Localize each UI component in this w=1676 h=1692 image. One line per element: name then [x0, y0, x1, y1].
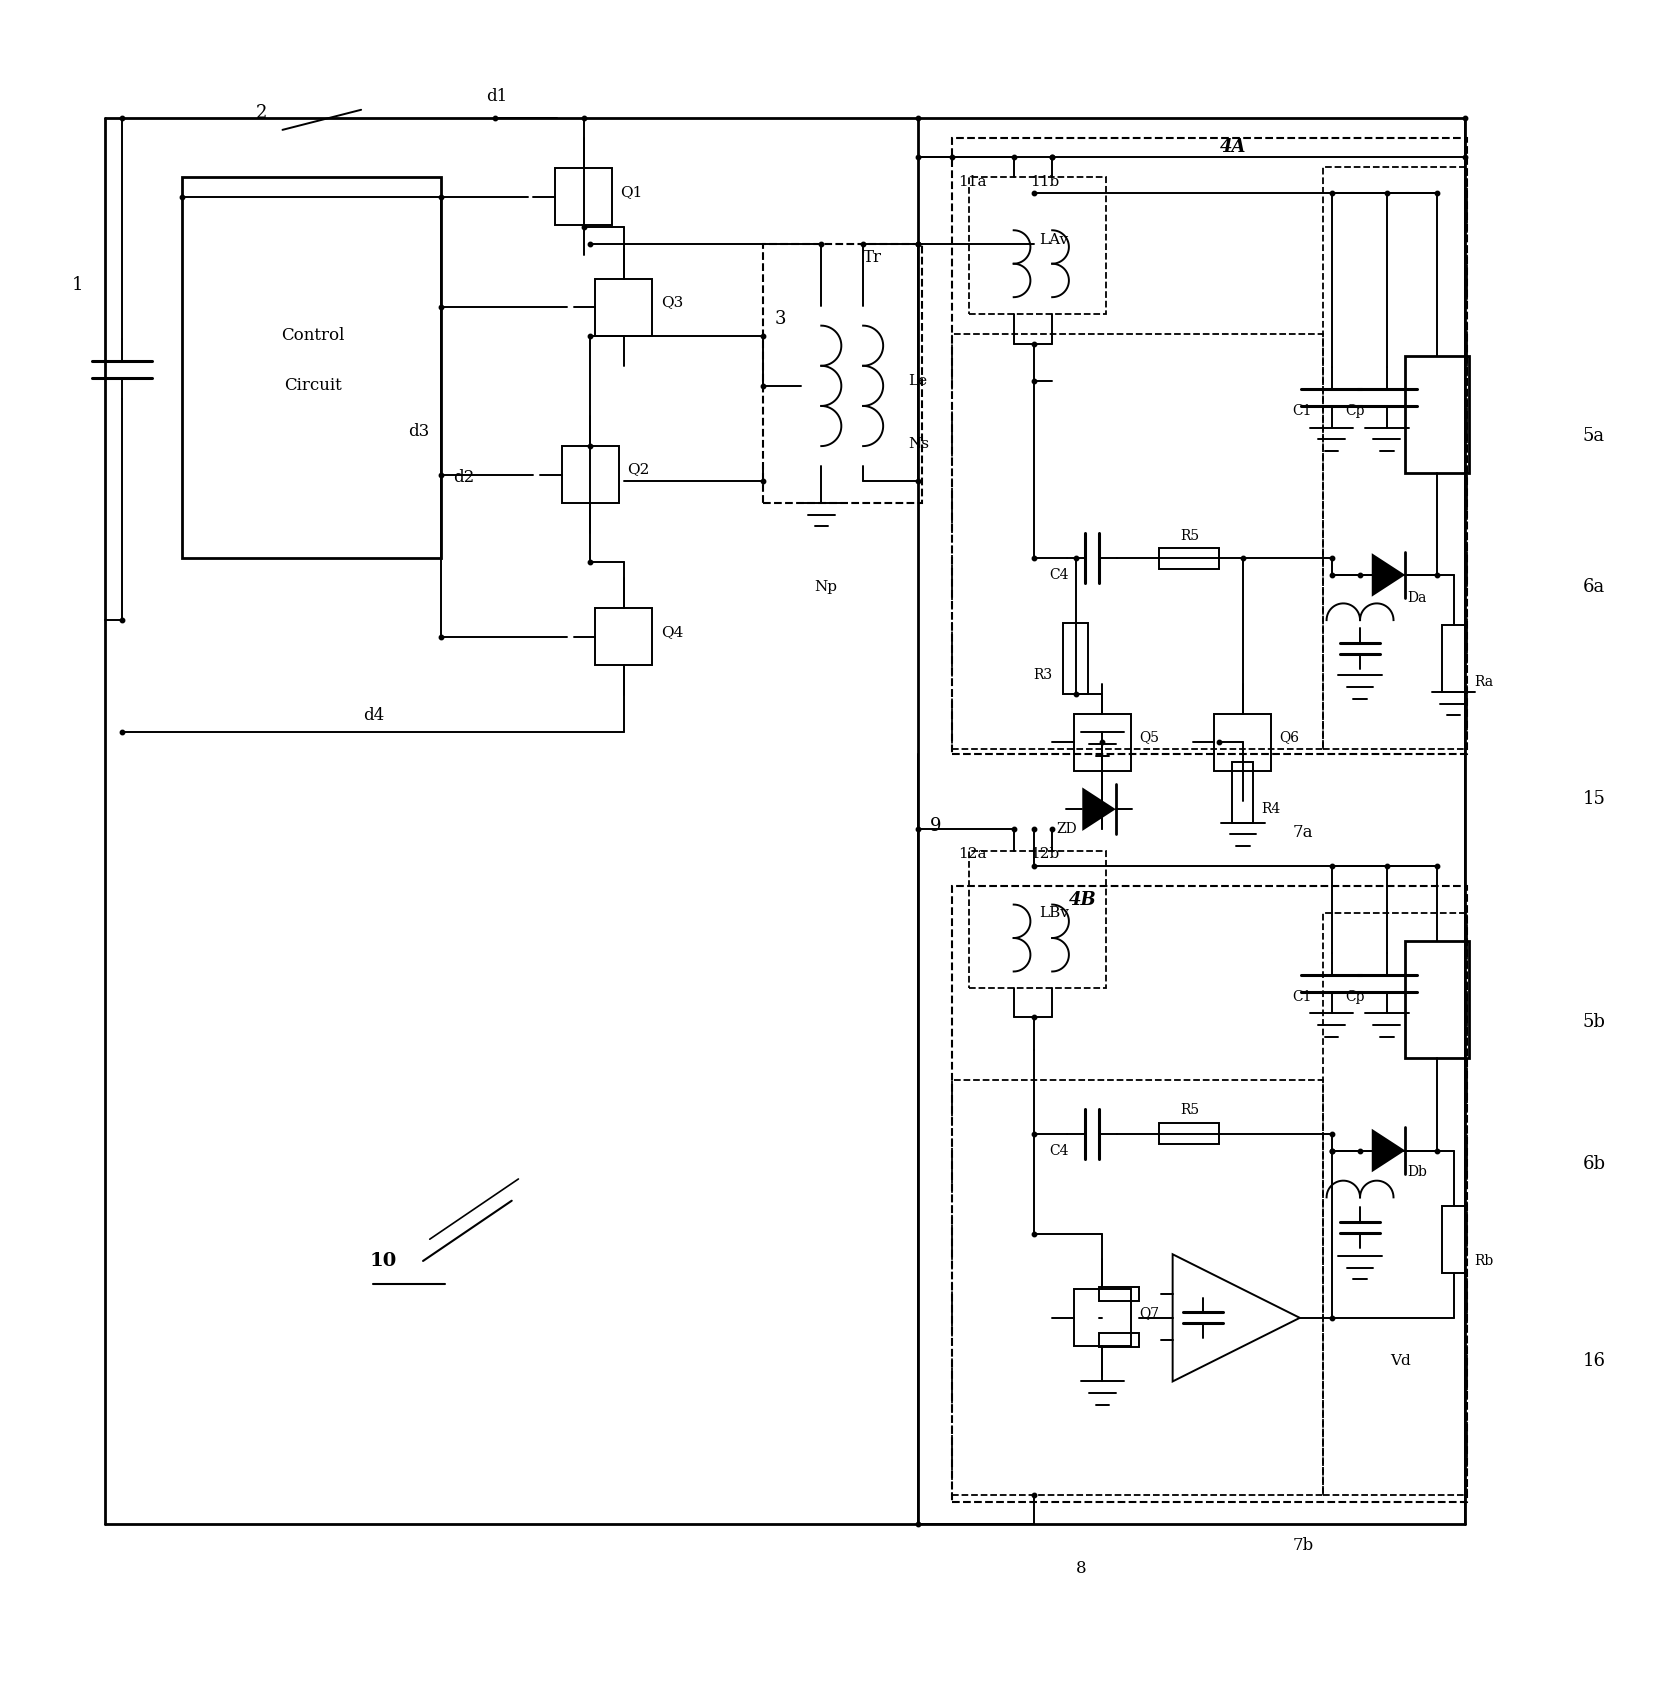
- Text: ZD: ZD: [1056, 822, 1078, 836]
- Text: Q2: Q2: [627, 462, 650, 477]
- Text: Le: Le: [908, 374, 927, 387]
- Text: Tr: Tr: [863, 249, 882, 266]
- Bar: [763, 244, 922, 503]
- Bar: [952, 887, 1466, 1502]
- Text: 6a: 6a: [1582, 577, 1606, 596]
- Bar: [1160, 548, 1220, 569]
- Bar: [1324, 168, 1466, 750]
- Text: 11b: 11b: [1031, 174, 1059, 190]
- Text: Cp: Cp: [1346, 404, 1364, 418]
- Text: 8: 8: [1076, 1560, 1086, 1577]
- Text: Cp: Cp: [1346, 990, 1364, 1003]
- Bar: [952, 333, 1324, 750]
- Text: 6b: 6b: [1582, 1156, 1606, 1173]
- Text: 11a: 11a: [959, 174, 987, 190]
- Text: R3: R3: [1032, 668, 1053, 682]
- Bar: [1232, 763, 1254, 822]
- Bar: [969, 176, 1106, 315]
- Text: d1: d1: [486, 88, 508, 105]
- Text: Q6: Q6: [1280, 731, 1299, 744]
- Bar: [1099, 1333, 1140, 1347]
- Text: Db: Db: [1406, 1166, 1426, 1179]
- Text: 12b: 12b: [1031, 848, 1059, 861]
- Text: Q1: Q1: [620, 184, 644, 198]
- Bar: [1074, 714, 1131, 770]
- Text: Vd: Vd: [1389, 1354, 1411, 1369]
- Text: d4: d4: [362, 707, 384, 724]
- Bar: [969, 851, 1106, 988]
- Bar: [1063, 623, 1088, 694]
- Text: 15: 15: [1582, 790, 1606, 809]
- Text: Ra: Ra: [1473, 675, 1493, 689]
- Text: Q3: Q3: [660, 294, 682, 310]
- Polygon shape: [1371, 1129, 1404, 1173]
- Bar: [1215, 714, 1272, 770]
- Text: 4B: 4B: [1069, 890, 1096, 909]
- Text: 4A: 4A: [1220, 137, 1245, 156]
- Text: LAv: LAv: [1039, 233, 1068, 247]
- Bar: [1074, 1289, 1131, 1347]
- Bar: [1324, 914, 1466, 1496]
- Text: 7b: 7b: [1294, 1536, 1314, 1553]
- Text: d2: d2: [453, 469, 474, 486]
- Text: 12a: 12a: [959, 848, 987, 861]
- Text: 16: 16: [1582, 1352, 1606, 1371]
- Text: R5: R5: [1180, 530, 1198, 543]
- Bar: [952, 139, 1466, 755]
- Text: 7a: 7a: [1294, 824, 1314, 841]
- Text: Q4: Q4: [660, 624, 684, 640]
- Text: Q7: Q7: [1140, 1306, 1160, 1320]
- Text: R4: R4: [1262, 802, 1280, 816]
- Text: Rb: Rb: [1473, 1254, 1493, 1267]
- Polygon shape: [1371, 553, 1404, 597]
- Bar: [952, 1079, 1324, 1496]
- Bar: [1404, 941, 1468, 1059]
- Text: Da: Da: [1406, 592, 1426, 606]
- Text: Ns: Ns: [908, 438, 929, 452]
- Text: C1: C1: [1292, 990, 1312, 1003]
- Text: 5a: 5a: [1582, 426, 1604, 445]
- Text: Control: Control: [282, 327, 344, 343]
- Bar: [555, 168, 612, 225]
- Polygon shape: [1083, 787, 1116, 831]
- Text: C4: C4: [1049, 569, 1069, 582]
- Bar: [1404, 355, 1468, 472]
- Text: 10: 10: [369, 1252, 397, 1271]
- Bar: [1441, 1206, 1465, 1272]
- Text: 9: 9: [930, 817, 942, 834]
- Text: 3: 3: [774, 310, 786, 328]
- Text: C1: C1: [1292, 404, 1312, 418]
- Text: 2: 2: [256, 105, 266, 122]
- Text: Np: Np: [815, 580, 838, 594]
- Bar: [1099, 1288, 1140, 1301]
- Text: 5b: 5b: [1582, 1014, 1606, 1030]
- Bar: [1441, 624, 1465, 692]
- Text: R5: R5: [1180, 1103, 1198, 1117]
- Bar: [561, 447, 618, 503]
- Bar: [1160, 1123, 1220, 1144]
- Text: C4: C4: [1049, 1144, 1069, 1157]
- Text: 1: 1: [72, 276, 84, 294]
- Text: d3: d3: [407, 423, 429, 440]
- Bar: [595, 279, 652, 335]
- Text: LBv: LBv: [1039, 905, 1069, 920]
- Text: Q5: Q5: [1140, 731, 1160, 744]
- Bar: [595, 609, 652, 665]
- Bar: [183, 176, 441, 558]
- Text: Circuit: Circuit: [283, 377, 342, 394]
